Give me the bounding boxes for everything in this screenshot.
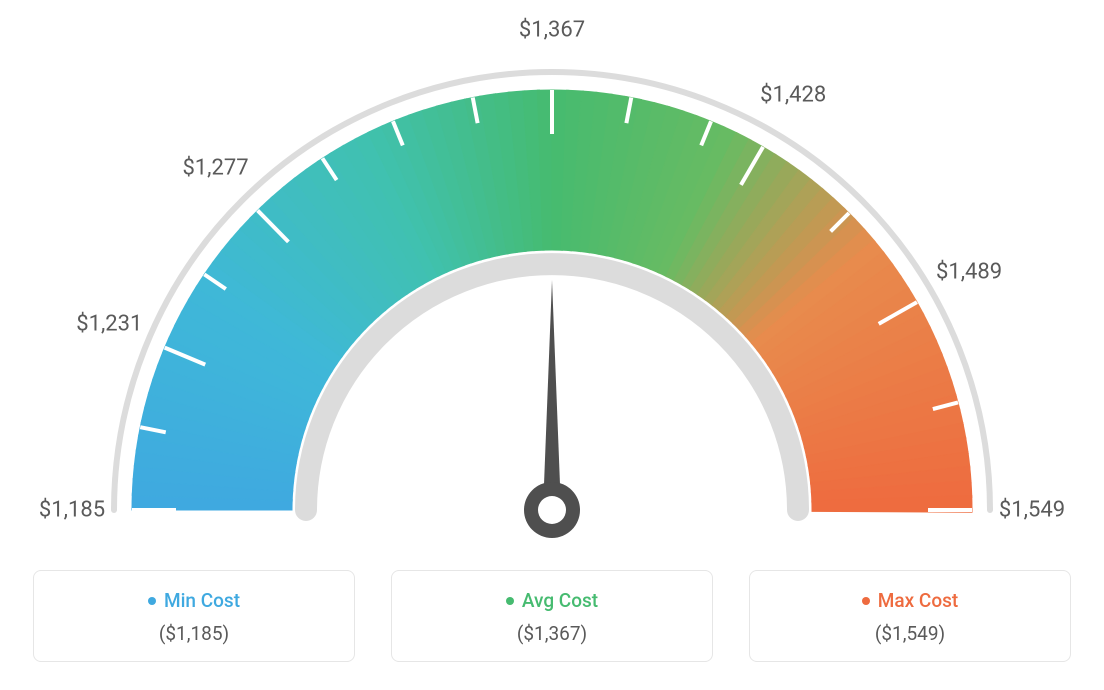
gauge-tick-label: $1,428 [760, 82, 826, 107]
legend-title-min: Min Cost [44, 589, 344, 612]
gauge-tick-label: $1,185 [39, 498, 105, 523]
legend-dot-max [862, 597, 870, 605]
legend-value-avg: ($1,367) [402, 622, 702, 645]
legend-title-max: Max Cost [760, 589, 1060, 612]
legend-label-min: Min Cost [164, 589, 240, 612]
legend-card-avg: Avg Cost ($1,367) [391, 570, 713, 662]
gauge-tick-label: $1,549 [999, 498, 1065, 523]
gauge-tick-label: $1,367 [519, 18, 585, 43]
legend-card-max: Max Cost ($1,549) [749, 570, 1071, 662]
legend-value-max: ($1,549) [760, 622, 1060, 645]
legend-dot-min [148, 597, 156, 605]
legend-label-avg: Avg Cost [522, 589, 598, 612]
legend-card-min: Min Cost ($1,185) [33, 570, 355, 662]
gauge-tick-label: $1,489 [936, 260, 1002, 285]
cost-gauge: $1,185 $1,231 $1,277 $1,367 $1,428 $1,489 $1,5… [0, 0, 1104, 560]
legend-label-max: Max Cost [878, 589, 958, 612]
gauge-tick-label: $1,277 [182, 155, 248, 180]
legend-dot-avg [506, 597, 514, 605]
legend-value-min: ($1,185) [44, 622, 344, 645]
legend-title-avg: Avg Cost [402, 589, 702, 612]
legend-row: Min Cost ($1,185) Avg Cost ($1,367) Max … [0, 570, 1104, 662]
gauge-tick-label: $1,231 [76, 312, 142, 337]
